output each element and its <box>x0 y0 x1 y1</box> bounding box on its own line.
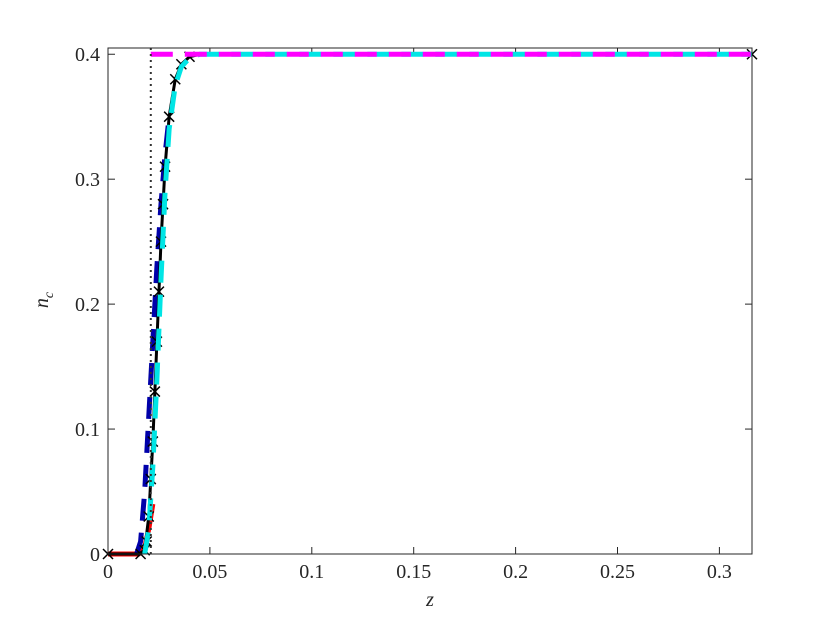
data-point <box>149 386 161 398</box>
y-axis-label-sub: c <box>42 291 57 298</box>
y-tick-label: 0 <box>90 544 100 566</box>
x-axis-label: z <box>425 589 434 611</box>
x-tick-label: 0.2 <box>503 561 528 583</box>
y-tick-label: 0.2 <box>75 294 100 316</box>
x-tick-label: 0.25 <box>600 561 635 583</box>
x-tick-label: 0.15 <box>396 561 431 583</box>
y-axis-label-main: n <box>31 298 53 308</box>
data-line <box>142 51 752 555</box>
y-tick-label: 0.4 <box>75 44 100 66</box>
data-point <box>163 111 175 123</box>
x-tick-label: 0 <box>103 561 113 583</box>
y-axis-label: nc <box>31 291 57 308</box>
x-tick-label: 0.1 <box>299 561 324 583</box>
x-tick-label: 0.05 <box>192 561 227 583</box>
y-tick-label: 0.3 <box>75 169 100 191</box>
y-tick-label: 0.1 <box>75 419 100 441</box>
x-tick-label: 0.3 <box>707 561 732 583</box>
plot-frame <box>107 47 753 555</box>
